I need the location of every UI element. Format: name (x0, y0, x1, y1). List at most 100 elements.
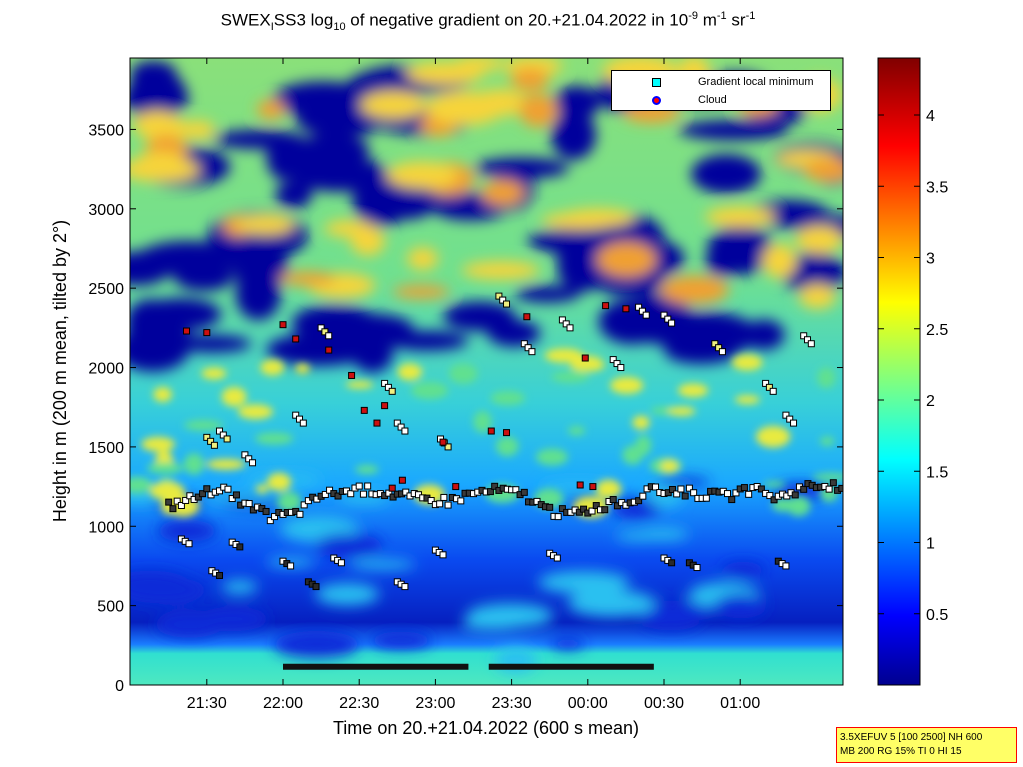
gradient-minimum-point (520, 488, 528, 496)
heatmap-cell (448, 363, 478, 384)
y-tick-label: 1000 (88, 519, 124, 536)
gradient-minimum-point (766, 492, 774, 500)
cloud-point (622, 305, 630, 313)
heatmap-cell (314, 533, 383, 559)
cloud-point (279, 321, 287, 329)
gradient-minimum-point (635, 303, 643, 311)
gradient-minimum-point (436, 500, 444, 508)
gradient-minimum-point (842, 494, 843, 502)
gradient-minimum-point (724, 490, 731, 498)
cloud-point (503, 429, 511, 437)
colorbar-tick-label: 3.5 (926, 179, 948, 196)
heatmap-cell (273, 630, 360, 658)
gradient-minimum-point (601, 506, 609, 514)
y-tick-label: 3500 (88, 122, 124, 139)
gradient-minimum-point (325, 332, 333, 340)
heatmap-cell (183, 453, 205, 475)
gradient-minimum-point (800, 332, 808, 340)
gradient-minimum-point (807, 340, 815, 348)
gradient-minimum-point (182, 496, 190, 504)
gradient-minimum-point (923, 485, 929, 491)
colorbar-tick-label: 4 (926, 108, 935, 125)
gradient-minimum-point (499, 296, 507, 304)
x-tick-label: 00:00 (568, 695, 608, 712)
gradient-minimum-point (287, 562, 295, 570)
heatmap-cell (734, 395, 761, 405)
gradient-minimum-point (207, 437, 215, 445)
gradient-minimum-point (219, 431, 227, 439)
heatmap-cell (461, 617, 525, 631)
cyan-square-icon (652, 78, 661, 87)
y-tick-label: 2500 (88, 281, 124, 298)
gradient-minimum-point (185, 540, 193, 548)
gradient-minimum-point (580, 505, 588, 513)
gradient-minimum-point (495, 292, 503, 300)
gradient-minimum-point (660, 311, 668, 319)
heatmap-cell (141, 436, 176, 452)
heatmap-cell (721, 561, 766, 579)
gradient-minimum-point (359, 490, 367, 498)
gradient-minimum-point (186, 492, 194, 500)
colorbar-tick-label: 2 (926, 393, 935, 410)
info-line-2: MB 200 RG 15% TI 0 HI 15 (840, 746, 962, 757)
gradient-minimum-point (216, 427, 223, 435)
cloud-point (589, 483, 597, 491)
cloud-point (523, 313, 531, 321)
gradient-minimum-point (558, 316, 566, 324)
gradient-minimum-point (864, 492, 870, 498)
gradient-minimum-point (491, 482, 499, 490)
heatmap-cell (130, 70, 187, 119)
gradient-minimum-point (249, 459, 257, 467)
heatmap-cell (201, 367, 227, 380)
gradient-minimum-point (770, 496, 778, 504)
heatmap-cell (551, 371, 590, 383)
info-box: 3.5XEFUV 5 [100 2500] NH 600 MB 200 RG 1… (836, 727, 1017, 763)
heatmap-cell (272, 81, 375, 118)
colorbar-tick-label: 1.5 (926, 464, 948, 481)
gradient-minimum-point (528, 348, 536, 356)
heatmap-cell (205, 492, 293, 502)
gradient-minimum-point (791, 491, 799, 499)
legend-label: Cloud (698, 94, 727, 106)
heatmap-cell (386, 161, 459, 189)
gradient-minimum-point (762, 379, 770, 387)
heatmap-cell (595, 479, 622, 499)
gradient-minimum-point (216, 571, 223, 579)
gradient-minimum-point (486, 488, 494, 496)
heatmap-cell (392, 285, 451, 299)
gradient-minimum-point (439, 551, 447, 559)
heatmap-cell (661, 459, 679, 474)
gradient-minimum-point (262, 507, 270, 515)
data-points (165, 292, 929, 591)
heatmap-cell (538, 570, 630, 594)
gradient-minimum-point (732, 489, 740, 497)
gradient-minimum-point (384, 383, 392, 391)
heatmap-cell (519, 93, 558, 128)
heatmap-cell (255, 484, 269, 494)
gradient-minimum-point (642, 311, 650, 319)
heatmap-cell (255, 432, 294, 445)
gradient-minimum-point (296, 415, 304, 423)
heatmap-cell (149, 481, 185, 501)
gradient-minimum-point (693, 564, 701, 572)
heatmap-cell (350, 225, 385, 256)
heatmap-cell (135, 241, 242, 278)
gradient-minimum-point (668, 485, 676, 493)
heatmap-cell (236, 214, 295, 235)
heatmap-cell (487, 319, 541, 347)
gradient-minimum-point (397, 423, 405, 431)
heatmap-cell (678, 120, 789, 141)
heatmap-cell (550, 110, 596, 160)
gradient-minimum-point (169, 505, 177, 513)
cloud-point (373, 419, 381, 427)
x-tick-label: 23:30 (492, 695, 532, 712)
gradient-minimum-point (520, 340, 528, 348)
cloud-point (581, 354, 589, 362)
gradient-minimum-point (271, 513, 279, 521)
surface-markers (283, 663, 654, 670)
gradient-minimum-point (804, 336, 812, 344)
heatmap-cell (787, 496, 811, 517)
heatmap-cell (266, 557, 316, 567)
heatmap-cell (795, 225, 843, 254)
